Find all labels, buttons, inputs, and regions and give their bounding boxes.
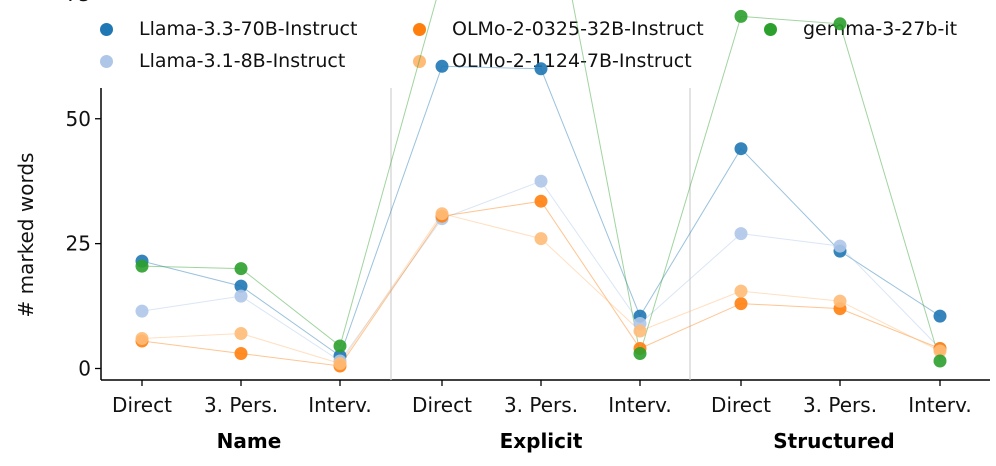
legend-marker — [100, 54, 113, 68]
x-tick-label: 3. Pers. — [803, 393, 877, 417]
data-point-series-3 — [633, 324, 647, 338]
y-tick-label: 75 — [66, 0, 91, 6]
legend-marker — [764, 22, 777, 36]
data-point-series-3 — [734, 284, 748, 298]
data-point-series-3 — [135, 332, 149, 345]
data-point-series-3 — [833, 294, 847, 308]
data-point-series-4 — [933, 354, 947, 368]
group-label: Explicit — [500, 429, 583, 453]
data-point-series-1 — [534, 174, 548, 188]
legend-marker — [413, 54, 426, 68]
legend-label: OLMo-2-0325-32B-Instruct — [452, 18, 704, 40]
legend-item-llama-70b: Llama-3.3-70B-Instruct — [100, 18, 357, 40]
legend-item-olmo-32b: OLMo-2-0325-32B-Instruct — [413, 18, 704, 40]
series-line-4 — [141, 0, 941, 362]
data-point-series-1 — [734, 227, 748, 241]
data-point-series-2 — [234, 347, 248, 360]
group-label: Structured — [773, 429, 894, 453]
data-point-series-0 — [435, 59, 449, 73]
data-point-series-4 — [633, 347, 647, 360]
data-point-series-2 — [734, 297, 748, 311]
data-point-series-0 — [933, 309, 947, 323]
data-point-series-1 — [135, 304, 149, 318]
data-point-series-3 — [333, 357, 347, 370]
data-point-series-4 — [234, 262, 248, 276]
legend: Llama-3.3-70B-Instruct Llama-3.1-8B-Inst… — [0, 0, 996, 80]
data-point-series-4 — [833, 17, 847, 31]
legend-marker — [413, 22, 426, 36]
data-point-series-4 — [734, 9, 748, 23]
x-tick-label: Interv. — [608, 393, 672, 417]
data-point-series-1 — [234, 289, 248, 303]
data-point-series-0 — [234, 279, 248, 293]
data-point-series-0 — [734, 142, 748, 156]
x-tick-label: Direct — [412, 393, 472, 417]
y-axis-label: # marked words — [14, 153, 38, 318]
x-tick-label: Interv. — [908, 393, 972, 417]
legend-label: Llama-3.3-70B-Instruct — [139, 18, 358, 40]
data-point-series-3 — [435, 207, 449, 221]
x-tick-label: Interv. — [308, 393, 372, 417]
x-tick-label: 3. Pers. — [204, 393, 278, 417]
legend-label: OLMo-2-1124-7B-Instruct — [452, 50, 692, 72]
data-point-series-1 — [833, 239, 847, 253]
series-line-1 — [141, 180, 941, 362]
y-tick-label: 25 — [66, 232, 91, 256]
x-tick-label: Direct — [112, 393, 172, 417]
legend-label: Llama-3.1-8B-Instruct — [139, 50, 346, 72]
data-point-series-0 — [534, 62, 548, 76]
series-line-0 — [141, 65, 941, 357]
y-tick-label: 0 — [78, 357, 91, 381]
legend-item-llama-8b: Llama-3.1-8B-Instruct — [100, 50, 345, 72]
data-point-series-4 — [333, 339, 347, 353]
legend-marker — [100, 22, 113, 36]
data-point-series-3 — [234, 327, 248, 340]
y-tick-label: 50 — [66, 107, 91, 131]
data-point-series-3 — [933, 344, 947, 358]
x-tick-label: Direct — [711, 393, 771, 417]
series-line-2 — [141, 200, 941, 367]
data-point-series-3 — [534, 232, 548, 246]
x-tick-label: 3. Pers. — [504, 393, 578, 417]
group-label: Name — [217, 429, 282, 453]
data-point-series-2 — [534, 194, 548, 208]
data-point-series-4 — [135, 259, 149, 273]
legend-item-olmo-7b: OLMo-2-1124-7B-Instruct — [413, 50, 692, 72]
